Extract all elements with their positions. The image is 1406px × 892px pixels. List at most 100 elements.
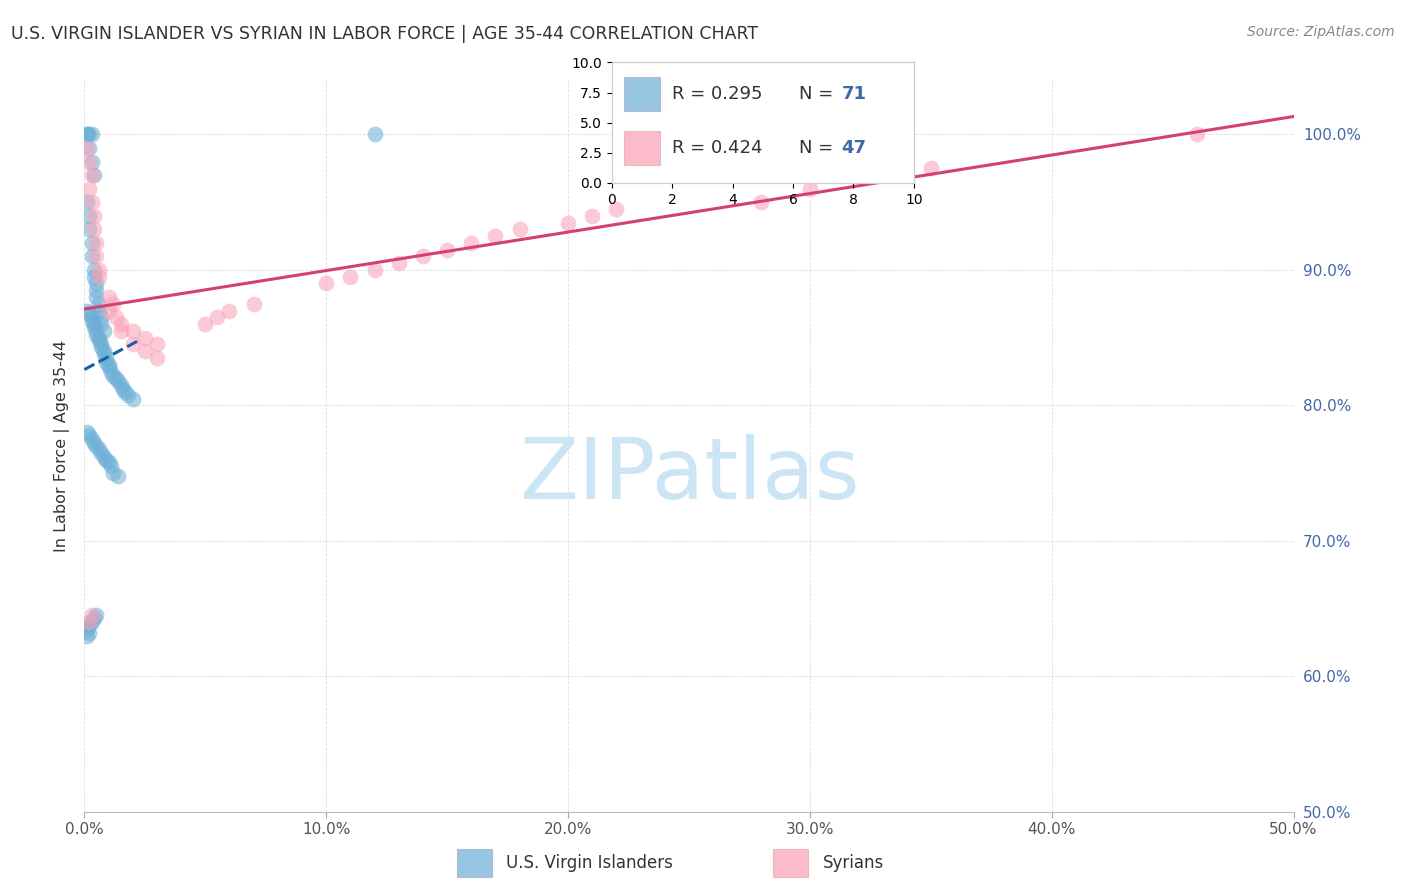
Point: [87, 303, 110, 318]
Point: [77, 306, 100, 320]
Text: 47: 47: [841, 139, 866, 157]
Point: [218, 303, 240, 318]
Point: [388, 256, 411, 270]
Text: Source: ZipAtlas.com: Source: ZipAtlas.com: [1247, 25, 1395, 39]
Point: [97, 303, 120, 318]
Point: [83, 222, 105, 236]
Point: [76, 303, 98, 318]
Point: [104, 371, 127, 385]
Point: [94, 351, 117, 365]
Point: [77, 209, 100, 223]
Point: [107, 468, 129, 483]
Point: [86, 439, 108, 453]
Point: [97, 455, 120, 469]
Point: [87, 269, 110, 284]
Point: [134, 344, 156, 359]
Point: [80, 310, 103, 325]
Point: [80, 154, 103, 169]
Point: [90, 340, 112, 354]
FancyBboxPatch shape: [624, 77, 659, 111]
Point: [93, 347, 115, 361]
Point: [83, 263, 105, 277]
Point: [207, 310, 229, 325]
Point: [86, 324, 108, 338]
Point: [80, 195, 103, 210]
Point: [77, 617, 100, 632]
Point: [242, 297, 264, 311]
Point: [76, 622, 98, 636]
Point: [87, 334, 110, 348]
Point: [107, 374, 129, 388]
Point: [83, 269, 105, 284]
Point: [86, 277, 108, 291]
Point: [103, 466, 125, 480]
Point: [86, 235, 108, 250]
Point: [799, 181, 821, 195]
FancyBboxPatch shape: [773, 849, 808, 877]
Point: [103, 297, 125, 311]
Point: [1185, 128, 1208, 142]
Point: [103, 368, 125, 383]
Point: [751, 195, 773, 210]
Point: [83, 209, 105, 223]
Point: [509, 222, 531, 236]
Point: [315, 277, 337, 291]
Point: [83, 319, 105, 334]
Point: [90, 337, 112, 351]
Point: [460, 235, 482, 250]
Point: [77, 428, 100, 442]
Point: [77, 128, 100, 142]
Point: [872, 168, 894, 182]
Point: [86, 249, 108, 263]
Point: [77, 626, 100, 640]
Point: [87, 442, 110, 456]
Point: [83, 168, 105, 182]
Point: [94, 452, 117, 467]
Point: [339, 269, 361, 284]
Point: [97, 360, 120, 375]
Point: [90, 317, 112, 331]
Point: [94, 355, 117, 369]
Point: [557, 215, 579, 229]
Point: [134, 331, 156, 345]
Point: [114, 384, 136, 399]
Point: [83, 436, 105, 450]
Point: [110, 324, 132, 338]
Point: [86, 327, 108, 342]
Point: [97, 290, 120, 304]
Point: [76, 128, 98, 142]
FancyBboxPatch shape: [624, 131, 659, 165]
FancyBboxPatch shape: [457, 849, 492, 877]
Point: [76, 128, 98, 142]
Point: [121, 337, 143, 351]
Point: [80, 608, 103, 623]
Point: [100, 459, 122, 474]
Point: [146, 351, 169, 365]
Point: [76, 141, 98, 155]
Point: [363, 128, 385, 142]
Point: [110, 378, 132, 392]
Point: [77, 141, 100, 155]
Point: [86, 608, 108, 623]
Point: [77, 615, 100, 629]
Point: [77, 154, 100, 169]
Point: [484, 229, 506, 244]
Point: [86, 290, 108, 304]
Point: [90, 446, 112, 460]
Point: [605, 202, 627, 216]
Point: [581, 209, 603, 223]
Text: 71: 71: [841, 85, 866, 103]
Y-axis label: In Labor Force | Age 35-44: In Labor Force | Age 35-44: [55, 340, 70, 552]
Text: N =: N =: [799, 85, 839, 103]
Point: [363, 263, 385, 277]
Point: [121, 324, 143, 338]
Point: [87, 331, 110, 345]
Point: [80, 249, 103, 263]
Point: [117, 387, 139, 401]
Point: [80, 615, 103, 629]
Point: [110, 317, 132, 331]
Point: [80, 235, 103, 250]
Point: [90, 310, 112, 325]
Point: [76, 195, 98, 210]
Text: R = 0.424: R = 0.424: [672, 139, 762, 157]
